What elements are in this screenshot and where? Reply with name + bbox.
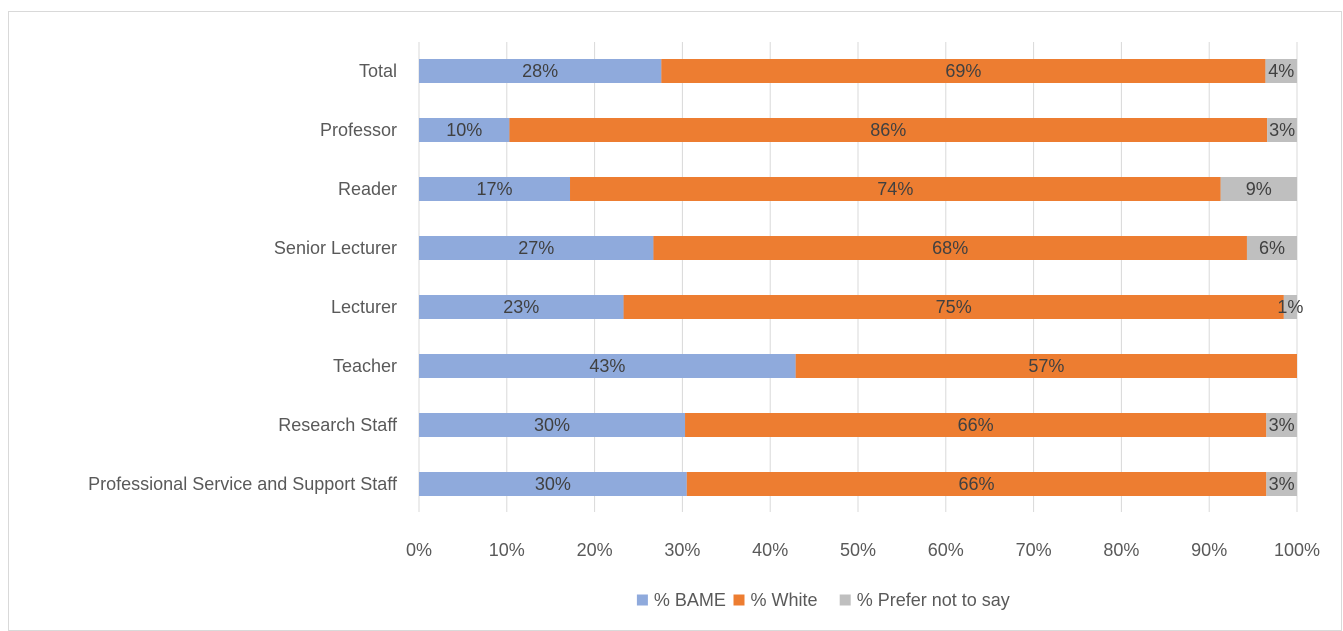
data-label: 23% — [503, 297, 539, 317]
bar-segment-pct-white — [685, 413, 1267, 437]
bar-segment-pct-prefer-not-to-say — [1267, 118, 1297, 142]
bar-segment-pct-bame — [419, 295, 624, 319]
category-label: Total — [359, 61, 397, 81]
legend-label: % Prefer not to say — [857, 590, 1010, 610]
data-label: 1% — [1277, 297, 1303, 317]
data-label: 68% — [932, 238, 968, 258]
data-label: 4% — [1268, 61, 1294, 81]
bar-segment-pct-white — [661, 59, 1266, 83]
legend-swatch-pct-bame — [636, 594, 648, 606]
data-label: 3% — [1269, 415, 1295, 435]
data-labels: 28% 69% 4% 10% 86% 3% 17% 74% 9% 27% 68% 6% 23% 75% 1%… — [446, 61, 1303, 494]
data-label: 69% — [945, 61, 981, 81]
category-label: Lecturer — [331, 297, 397, 317]
x-tick-label: 20% — [577, 540, 613, 560]
bar-segment-pct-bame — [419, 472, 687, 496]
data-label: 27% — [518, 238, 554, 258]
data-label: 66% — [959, 474, 995, 494]
x-tick-label: 90% — [1191, 540, 1227, 560]
data-label: 43% — [589, 356, 625, 376]
category-label: Senior Lecturer — [274, 238, 397, 258]
data-label: 30% — [535, 474, 571, 494]
category-label: Research Staff — [278, 415, 398, 435]
bar-segment-pct-prefer-not-to-say — [1220, 177, 1297, 201]
data-label: 30% — [534, 415, 570, 435]
bar-segment-pct-white — [653, 236, 1247, 260]
x-tick-label: 80% — [1103, 540, 1139, 560]
data-label: 75% — [936, 297, 972, 317]
x-tick-label: 30% — [664, 540, 700, 560]
bar-segment-pct-bame — [419, 354, 796, 378]
x-axis-tick-labels: 0% 10% 20% 30% 40% 50% 60% 70% 80% 90% 100% — [406, 540, 1320, 560]
bars — [419, 59, 1297, 496]
bar-segment-pct-prefer-not-to-say — [1265, 59, 1297, 83]
x-tick-label: 40% — [752, 540, 788, 560]
category-label: Professor — [320, 120, 397, 140]
bar-segment-pct-bame — [419, 177, 571, 201]
chart-frame — [8, 11, 1342, 631]
bar-segment-pct-prefer-not-to-say — [1283, 295, 1297, 319]
gridlines — [418, 42, 1298, 512]
bar-segment-pct-white — [509, 118, 1268, 142]
data-label: 10% — [446, 120, 482, 140]
bar-segment-pct-white — [623, 295, 1284, 319]
x-tick-label: 50% — [840, 540, 876, 560]
data-label: 6% — [1259, 238, 1285, 258]
bar-segment-pct-prefer-not-to-say — [1266, 413, 1297, 437]
x-tick-label: 10% — [489, 540, 525, 560]
bar-segment-pct-prefer-not-to-say — [1266, 472, 1297, 496]
bar-segment-pct-bame — [419, 59, 662, 83]
bar-segment-pct-bame — [419, 118, 510, 142]
x-tick-label: 0% — [406, 540, 432, 560]
category-label: Professional Service and Support Staff — [88, 474, 398, 494]
bar-segment-pct-white — [686, 472, 1267, 496]
legend-label: % White — [751, 590, 818, 610]
data-label: 28% — [522, 61, 558, 81]
data-label: 3% — [1269, 120, 1295, 140]
category-labels: Total Professor Reader Senior Lecturer Lectu… — [88, 61, 398, 494]
category-label: Teacher — [333, 356, 397, 376]
category-label: Reader — [338, 179, 397, 199]
data-label: 66% — [958, 415, 994, 435]
x-tick-label: 60% — [928, 540, 964, 560]
legend-swatch-pct-prefer-not-to-say — [839, 594, 851, 606]
legend-swatch-pct-white — [733, 594, 745, 606]
x-tick-label: 100% — [1274, 540, 1320, 560]
legend: % BAME % White % Prefer not to say — [636, 590, 1010, 610]
data-label: 3% — [1269, 474, 1295, 494]
legend-label: % BAME — [654, 590, 726, 610]
bar-segment-pct-white — [795, 354, 1297, 378]
bar-segment-pct-bame — [419, 413, 686, 437]
bar-segment-pct-prefer-not-to-say — [1246, 236, 1297, 260]
x-tick-label: 70% — [1016, 540, 1052, 560]
data-label: 9% — [1246, 179, 1272, 199]
data-label: 17% — [476, 179, 512, 199]
data-label: 74% — [877, 179, 913, 199]
data-label: 57% — [1028, 356, 1064, 376]
bar-segment-pct-bame — [419, 236, 654, 260]
data-label: 86% — [870, 120, 906, 140]
bar-segment-pct-white — [570, 177, 1221, 201]
